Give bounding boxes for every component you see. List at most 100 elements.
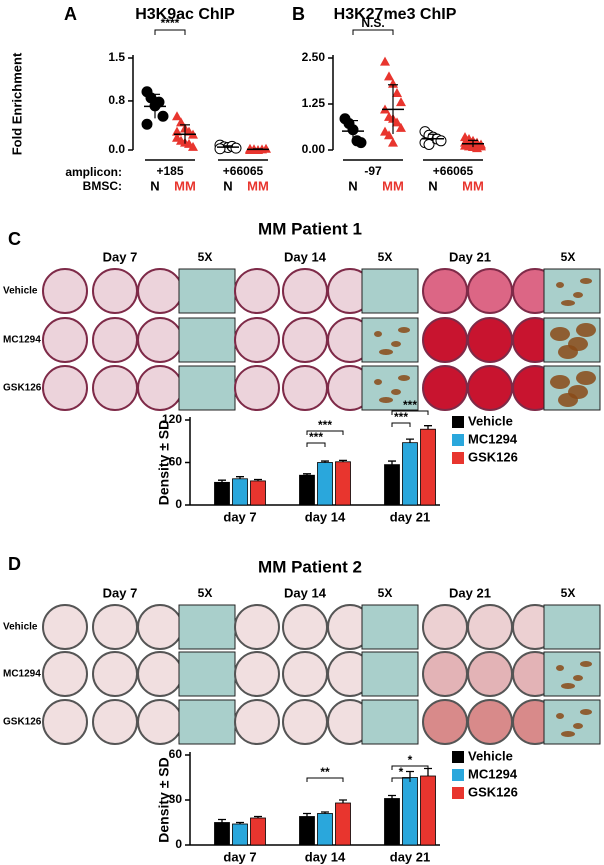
well (42, 604, 88, 650)
well (467, 604, 513, 650)
zoom-image (361, 651, 419, 697)
day-label: Day 21 (449, 585, 491, 600)
y-axis-label: Density ± SD (156, 757, 172, 842)
well (467, 365, 513, 411)
group-label: N (428, 178, 437, 193)
sig-label: **** (161, 16, 180, 30)
zoom-image (361, 317, 419, 363)
stain (374, 379, 382, 385)
stain (556, 282, 564, 288)
zoom-image (361, 699, 419, 745)
stain (580, 661, 592, 667)
point (435, 135, 447, 147)
day-label: Day 21 (449, 249, 491, 264)
well (282, 699, 328, 745)
error-bar (321, 811, 329, 814)
well (137, 651, 183, 697)
zoom-image (543, 268, 601, 314)
legend-label: MC1294 (468, 766, 518, 781)
point (188, 141, 198, 151)
point (153, 96, 165, 108)
bar (250, 480, 266, 506)
well (422, 604, 468, 650)
zoom-label: 5X (378, 250, 393, 264)
well (234, 365, 280, 411)
sig-bracket (391, 422, 411, 427)
y-tick-label: 0.0 (108, 142, 125, 156)
well (234, 268, 280, 314)
well (92, 365, 138, 411)
legend-swatch (452, 434, 464, 446)
bar (335, 461, 351, 506)
stain (576, 323, 596, 337)
sig-bracket (306, 777, 344, 782)
sig-label: ** (320, 765, 330, 779)
error-bar (303, 473, 311, 476)
well (234, 604, 280, 650)
y-axis-label: Density ± SD (156, 420, 172, 505)
y-tick-label: 60 (169, 747, 183, 761)
legend-swatch (452, 452, 464, 464)
bar (420, 428, 436, 506)
y-tick-label: 1.25 (302, 96, 326, 110)
stain (573, 292, 583, 298)
point (355, 137, 367, 149)
bar (317, 813, 333, 846)
treatment-label: GSK126 (3, 383, 42, 394)
well (422, 268, 468, 314)
group-label: N (150, 178, 159, 193)
sig-label: * (399, 765, 404, 779)
x-tick-label: day 7 (223, 509, 256, 524)
zoom-image (178, 699, 236, 745)
group-label: N (223, 178, 232, 193)
well (422, 317, 468, 363)
bar (335, 802, 351, 846)
error-bar (424, 425, 432, 430)
point (396, 122, 406, 132)
well (282, 365, 328, 411)
legend-label: GSK126 (468, 784, 518, 799)
zoom-image (178, 604, 236, 650)
sig-label: *** (309, 430, 323, 444)
point (388, 137, 398, 147)
sig-label: *** (403, 398, 417, 412)
stain (558, 393, 578, 407)
treatment-label: GSK126 (3, 717, 42, 728)
well (137, 317, 183, 363)
stain (576, 371, 596, 385)
well (234, 699, 280, 745)
zoom-label: 5X (561, 586, 576, 600)
error-bar (406, 770, 414, 778)
zoom-label: 5X (198, 250, 213, 264)
stain (379, 349, 393, 355)
well (92, 268, 138, 314)
zoom-image (361, 268, 419, 314)
well (92, 604, 138, 650)
sig-bracket (391, 410, 429, 415)
error-bar (406, 438, 414, 443)
stain (379, 397, 393, 403)
well (137, 365, 183, 411)
error-bar (339, 799, 347, 803)
stain (391, 389, 401, 395)
row-label: BMSC: (83, 179, 122, 193)
well (42, 268, 88, 314)
amplicon-label: +185 (156, 164, 183, 178)
stain (391, 341, 401, 347)
well (282, 604, 328, 650)
bar (402, 777, 418, 846)
stain (556, 713, 564, 719)
y-tick-label: 30 (169, 792, 183, 806)
point (384, 71, 394, 81)
legend-label: Vehicle (468, 413, 513, 428)
y-tick-label: 60 (169, 455, 183, 469)
point (476, 141, 486, 151)
y-tick-label: 0.8 (108, 93, 125, 107)
bar (317, 462, 333, 506)
bar (232, 478, 248, 506)
well (467, 699, 513, 745)
sig-label: *** (394, 410, 408, 424)
zoom-label: 5X (378, 586, 393, 600)
treatment-label: MC1294 (3, 669, 41, 680)
